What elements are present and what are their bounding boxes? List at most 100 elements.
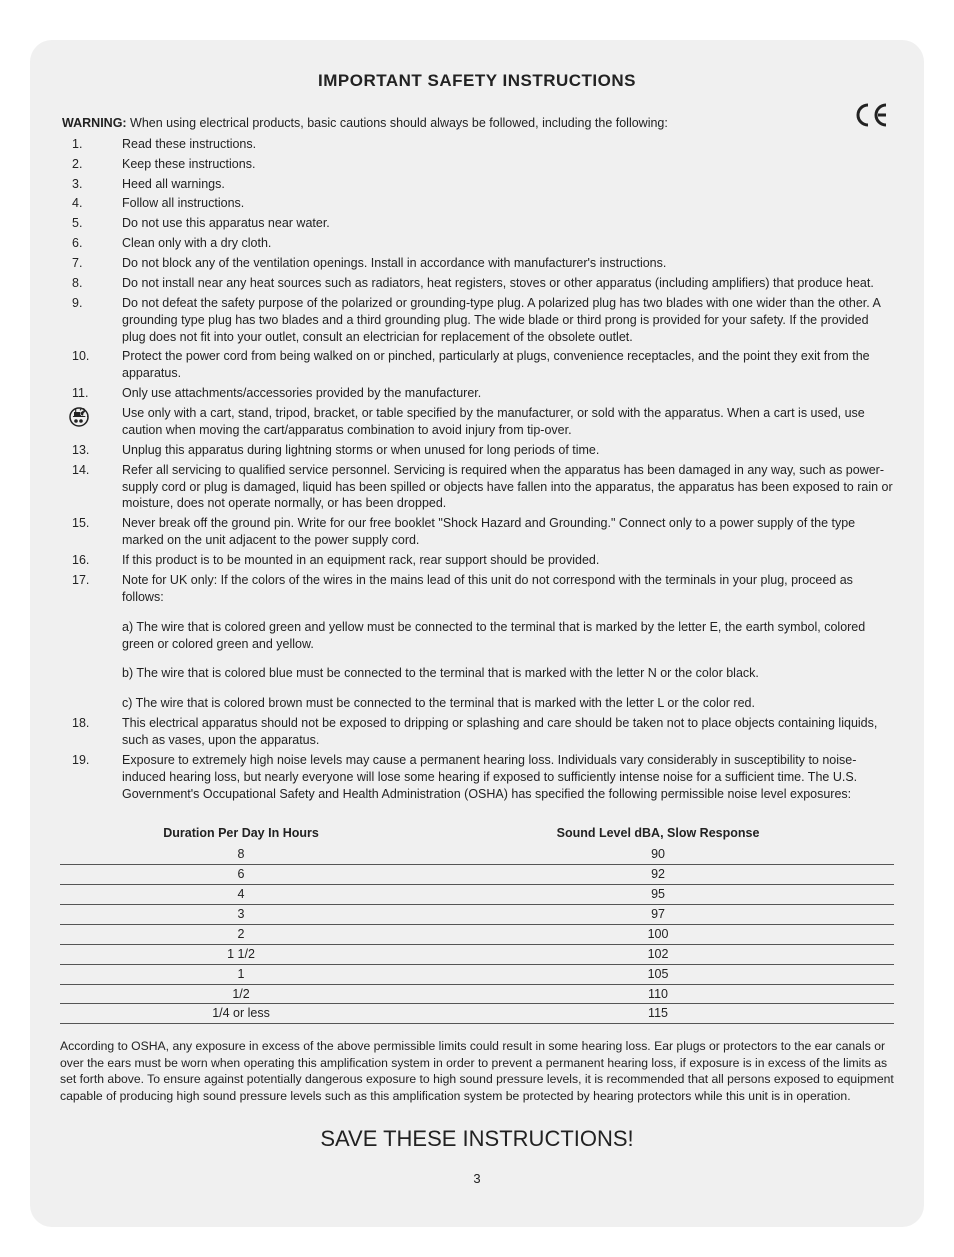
instruction-number: 19. <box>62 752 122 803</box>
instruction-text: Do not defeat the safety purpose of the … <box>122 295 894 346</box>
instruction-item: 13.Unplug this apparatus during lightnin… <box>62 442 894 459</box>
page-title: IMPORTANT SAFETY INSTRUCTIONS <box>60 70 894 93</box>
instruction-text: Use only with a cart, stand, tripod, bra… <box>122 405 894 439</box>
instruction-number: 7. <box>62 255 122 272</box>
table-row: 495 <box>60 885 894 905</box>
ce-mark-icon <box>854 100 890 138</box>
instruction-subitem: a) The wire that is colored green and ye… <box>62 609 894 653</box>
instruction-subtext: b) The wire that is colored blue must be… <box>122 665 894 682</box>
table-row: 397 <box>60 905 894 925</box>
instruction-number: 3. <box>62 176 122 193</box>
table-cell: 6 <box>60 865 422 885</box>
instruction-list: 1.Read these instructions.2.Keep these i… <box>60 136 894 803</box>
table-row: 2100 <box>60 924 894 944</box>
instruction-number: 4. <box>62 195 122 212</box>
instruction-text: Protect the power cord from being walked… <box>122 348 894 382</box>
instruction-item: 15.Never break off the ground pin. Write… <box>62 515 894 549</box>
instruction-item: 3.Heed all warnings. <box>62 176 894 193</box>
table-cell: 92 <box>422 865 894 885</box>
instruction-item: 6.Clean only with a dry cloth. <box>62 235 894 252</box>
instruction-item: 8.Do not install near any heat sources s… <box>62 275 894 292</box>
instruction-subtext: c) The wire that is colored brown must b… <box>122 695 894 712</box>
instruction-text: Keep these instructions. <box>122 156 894 173</box>
table-row: 1 1/2102 <box>60 944 894 964</box>
table-cell: 8 <box>60 845 422 864</box>
instruction-text: Do not install near any heat sources suc… <box>122 275 894 292</box>
table-cell: 95 <box>422 885 894 905</box>
footer-paragraph: According to OSHA, any exposure in exces… <box>60 1038 894 1104</box>
instruction-number: 12. <box>62 405 122 439</box>
warning-line: WARNING: When using electrical products,… <box>60 115 894 132</box>
page: IMPORTANT SAFETY INSTRUCTIONS WARNING: W… <box>0 0 954 1257</box>
table-cell: 102 <box>422 944 894 964</box>
instruction-text: Note for UK only: If the colors of the w… <box>122 572 894 606</box>
instruction-text: Unplug this apparatus during lightning s… <box>122 442 894 459</box>
instruction-item: 16.If this product is to be mounted in a… <box>62 552 894 569</box>
instruction-item: 18.This electrical apparatus should not … <box>62 715 894 749</box>
instruction-item: 4.Follow all instructions. <box>62 195 894 212</box>
instruction-number: 14. <box>62 462 122 513</box>
save-heading: SAVE THESE INSTRUCTIONS! <box>60 1124 894 1154</box>
instruction-number: 1. <box>62 136 122 153</box>
instruction-item: 11.Only use attachments/accessories prov… <box>62 385 894 402</box>
table-header-level: Sound Level dBA, Slow Response <box>422 821 894 846</box>
instruction-text: This electrical apparatus should not be … <box>122 715 894 749</box>
table-row: 692 <box>60 865 894 885</box>
instruction-number: 8. <box>62 275 122 292</box>
table-header-duration: Duration Per Day In Hours <box>60 821 422 846</box>
instruction-number: 17. <box>62 572 122 606</box>
noise-table: Duration Per Day In Hours Sound Level dB… <box>60 821 894 1025</box>
table-cell: 1 1/2 <box>60 944 422 964</box>
table-cell: 105 <box>422 964 894 984</box>
instruction-item: 17.Note for UK only: If the colors of th… <box>62 572 894 606</box>
instruction-text: Do not use this apparatus near water. <box>122 215 894 232</box>
instruction-number: 11. <box>62 385 122 402</box>
instruction-text: Do not block any of the ventilation open… <box>122 255 894 272</box>
table-cell: 110 <box>422 984 894 1004</box>
warning-label: WARNING: <box>62 116 127 130</box>
table-cell: 115 <box>422 1004 894 1024</box>
cart-tip-over-icon <box>69 407 89 432</box>
instruction-item: 14.Refer all servicing to qualified serv… <box>62 462 894 513</box>
instruction-item: 9.Do not defeat the safety purpose of th… <box>62 295 894 346</box>
instruction-number: 15. <box>62 515 122 549</box>
instruction-number: 16. <box>62 552 122 569</box>
instruction-item: 7.Do not block any of the ventilation op… <box>62 255 894 272</box>
table-cell: 3 <box>60 905 422 925</box>
instruction-item: 1.Read these instructions. <box>62 136 894 153</box>
table-row: 1/2110 <box>60 984 894 1004</box>
table-cell: 2 <box>60 924 422 944</box>
warning-text: When using electrical products, basic ca… <box>127 116 668 130</box>
instruction-number: 13. <box>62 442 122 459</box>
table-cell: 90 <box>422 845 894 864</box>
table-cell: 100 <box>422 924 894 944</box>
table-cell: 1/2 <box>60 984 422 1004</box>
instruction-subitem: c) The wire that is colored brown must b… <box>62 685 894 712</box>
instruction-number: 10. <box>62 348 122 382</box>
instruction-text: If this product is to be mounted in an e… <box>122 552 894 569</box>
table-row: 890 <box>60 845 894 864</box>
instruction-text: Follow all instructions. <box>122 195 894 212</box>
instruction-text: Only use attachments/accessories provide… <box>122 385 894 402</box>
instruction-number: 18. <box>62 715 122 749</box>
instruction-text: Exposure to extremely high noise levels … <box>122 752 894 803</box>
instruction-item: 5.Do not use this apparatus near water. <box>62 215 894 232</box>
instruction-text: Never break off the ground pin. Write fo… <box>122 515 894 549</box>
instruction-number: 2. <box>62 156 122 173</box>
instruction-number: 9. <box>62 295 122 346</box>
table-cell: 4 <box>60 885 422 905</box>
table-row: 1/4 or less115 <box>60 1004 894 1024</box>
instruction-text: Refer all servicing to qualified service… <box>122 462 894 513</box>
page-number: 3 <box>60 1170 894 1188</box>
instruction-subtext: a) The wire that is colored green and ye… <box>122 619 894 653</box>
instruction-item: 2.Keep these instructions. <box>62 156 894 173</box>
table-cell: 1/4 or less <box>60 1004 422 1024</box>
instruction-number: 6. <box>62 235 122 252</box>
instruction-text: Read these instructions. <box>122 136 894 153</box>
instruction-number: 5. <box>62 215 122 232</box>
instruction-item: 10.Protect the power cord from being wal… <box>62 348 894 382</box>
table-row: 1105 <box>60 964 894 984</box>
instruction-item: 19.Exposure to extremely high noise leve… <box>62 752 894 803</box>
instruction-text: Heed all warnings. <box>122 176 894 193</box>
content-box: IMPORTANT SAFETY INSTRUCTIONS WARNING: W… <box>30 40 924 1227</box>
